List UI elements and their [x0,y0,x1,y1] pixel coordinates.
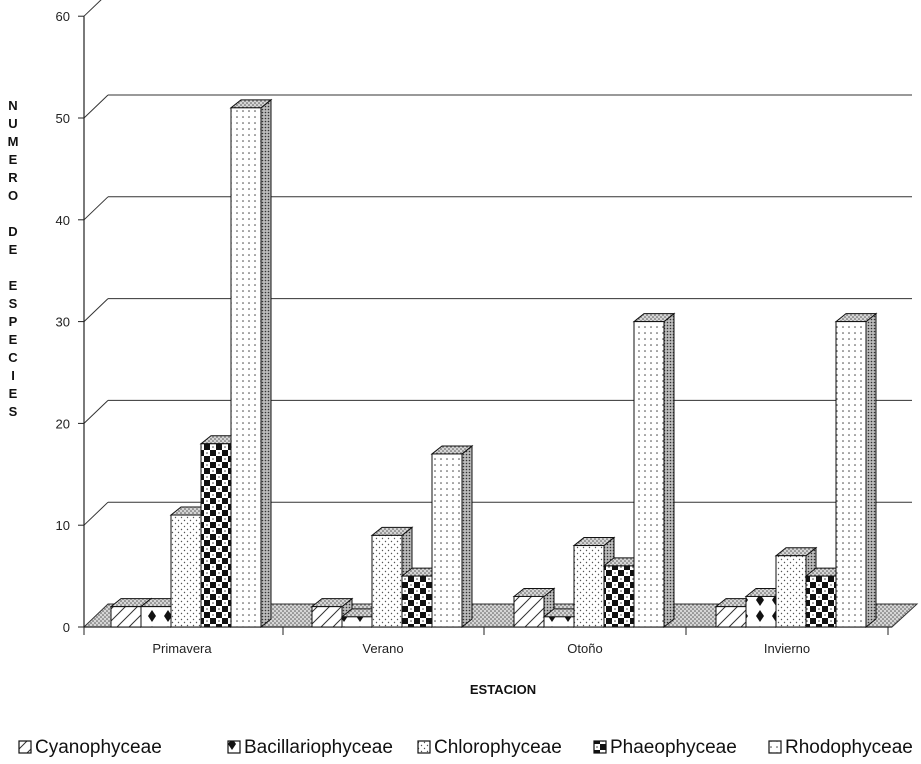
y-axis-title-letter: N [8,98,17,113]
y-axis-title-letter: E [9,152,18,167]
y-axis-title-letter: C [8,350,18,365]
gridline [83,0,102,17]
legend-swatch [593,740,607,754]
x-tick-label: Primavera [152,641,212,656]
y-axis-title-letter: O [8,188,18,203]
legend-swatch [417,740,431,754]
legend-item: Phaeophyceae [593,737,737,758]
y-axis-title-letter: S [9,404,18,419]
y-tick-label: 0 [63,620,70,635]
legend-swatch [768,740,782,754]
x-tick-label: Invierno [764,641,810,656]
legend-label: Phaeophyceae [610,737,737,758]
legend-swatch [18,740,32,754]
y-axis-title-letter: U [8,116,17,131]
legend-label: Bacillariophyceae [244,737,393,758]
x-tick-label: Otoño [567,641,602,656]
y-tick-labels: 0 10 20 30 40 50 60 [56,9,84,635]
legend-swatch [227,740,241,754]
y-axis-title-letter: D [8,224,17,239]
bar [430,444,474,629]
y-tick-label: 30 [56,315,70,330]
y-axis-title-letter: M [8,134,19,149]
y-axis-title-letter: R [8,170,18,185]
legend: Cyanophyceae Bacillariophyceae Chlorophyce… [18,737,913,758]
x-tick-label: Verano [362,641,403,656]
y-tick-label: 40 [56,213,70,228]
y-axis-title-letter: E [9,386,18,401]
legend-label: Rhodophyceae [785,737,913,758]
legend-item: Bacillariophyceae [227,737,393,758]
x-tick-labels: Primavera Verano Otoño Invierno [83,627,889,656]
legend-item: Chlorophyceae [417,737,562,758]
y-axis-title-letter: S [9,296,18,311]
y-axis-title-letter: I [11,368,15,383]
legend-item: Rhodophyceae [768,737,913,758]
gridline [83,196,912,221]
y-tick-label: 10 [56,518,70,533]
y-tick-label: 60 [56,9,70,24]
y-axis-title-letter: E [9,242,18,257]
bar [632,312,676,629]
bar [229,98,273,629]
bar [834,312,878,629]
y-axis-title-letter: P [9,314,18,329]
y-tick-label: 50 [56,111,70,126]
gridline [83,298,912,322]
x-axis-title: ESTACION [470,682,536,697]
legend-label: Cyanophyceae [35,737,162,758]
legend-label: Chlorophyceae [434,737,562,758]
legend-item: Cyanophyceae [18,737,162,758]
gridline [83,94,912,119]
y-axis-title-letter: E [9,278,18,293]
y-axis-title-letter: E [9,332,18,347]
gridline [83,399,912,424]
y-tick-label: 20 [56,416,70,431]
bars [109,98,878,629]
